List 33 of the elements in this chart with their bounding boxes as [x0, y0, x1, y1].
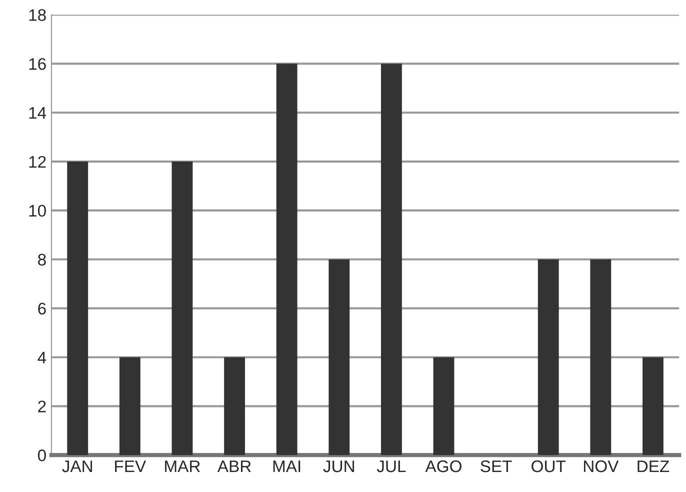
bar [380, 64, 402, 456]
x-tick-label: OUT [532, 460, 566, 472]
x-tick-label: DEZ [638, 460, 670, 472]
bar [224, 357, 245, 456]
x-tick-label: FEV [115, 460, 146, 472]
y-tick-label: 14 [29, 107, 46, 119]
bar [172, 162, 193, 456]
x-tick-label: JUN [323, 460, 354, 472]
x-tick-label: JUL [376, 460, 406, 472]
bar [328, 259, 350, 456]
bar [276, 64, 298, 456]
y-tick-label: 4 [38, 352, 46, 364]
bar [119, 357, 140, 456]
y-tick-label: 0 [38, 450, 46, 462]
bar [590, 259, 612, 456]
y-tick-label: 2 [38, 400, 46, 412]
x-tick-label: MAI [273, 460, 300, 472]
bar [538, 259, 559, 456]
y-tick-label: 12 [29, 156, 46, 168]
y-tick-label: 16 [29, 58, 46, 70]
x-tick-label: JAN [62, 460, 92, 472]
x-tick-label: NOV [584, 460, 619, 472]
y-tick-label: 6 [38, 302, 46, 315]
x-tick-label: SET [480, 460, 512, 472]
x-tick-label: ABR [217, 460, 251, 472]
y-tick-label: 10 [29, 204, 46, 217]
bar [67, 162, 88, 456]
bar [642, 357, 664, 456]
x-tick-label: AGO [425, 460, 462, 472]
y-tick-label: 18 [29, 9, 46, 21]
bar [433, 357, 454, 456]
y-tick-label: 8 [38, 254, 46, 266]
x-tick-label: MAR [165, 460, 200, 472]
